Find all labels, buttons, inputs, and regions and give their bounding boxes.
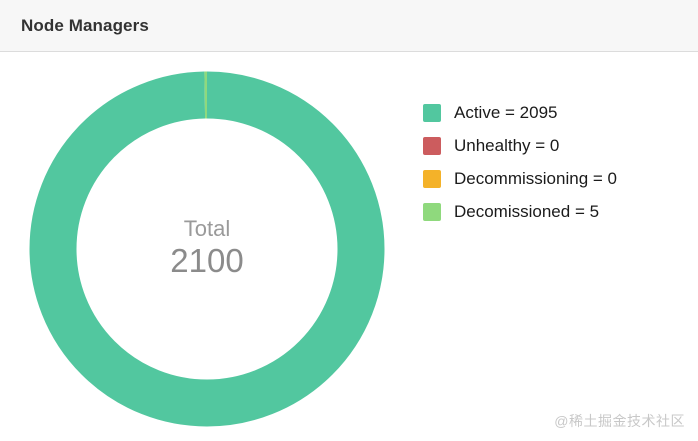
legend-item-active: Active = 2095 — [423, 104, 617, 122]
legend-item-decommissioning: Decommissioning = 0 — [423, 170, 617, 188]
panel-header: Node Managers — [0, 0, 698, 52]
legend-swatch-decommissioning — [423, 170, 441, 188]
legend-label-active: Active = 2095 — [454, 103, 558, 122]
donut-chart: Total 2100 — [29, 71, 385, 427]
legend-swatch-decomissioned — [423, 203, 441, 221]
legend-label-decomissioned: Decomissioned = 5 — [454, 202, 600, 221]
donut-segment-decomissioned — [29, 71, 385, 427]
legend-swatch-active — [423, 104, 441, 122]
legend-item-decomissioned: Decomissioned = 5 — [423, 203, 617, 221]
legend-label-decommissioning: Decommissioning = 0 — [454, 169, 617, 188]
donut-center-value: 2100 — [170, 242, 243, 279]
chart-legend: Active = 2095 Unhealthy = 0 Decommission… — [423, 104, 617, 236]
donut-center-label: Total — [184, 216, 230, 241]
donut-ring — [29, 71, 385, 427]
panel-title: Node Managers — [21, 16, 149, 35]
legend-item-unhealthy: Unhealthy = 0 — [423, 137, 617, 155]
legend-label-unhealthy: Unhealthy = 0 — [454, 136, 560, 155]
panel-body: Total 2100 Active = 2095 Unhealthy = 0 D… — [0, 53, 698, 441]
watermark: @稀土掘金技术社区 — [554, 413, 685, 429]
legend-swatch-unhealthy — [423, 137, 441, 155]
